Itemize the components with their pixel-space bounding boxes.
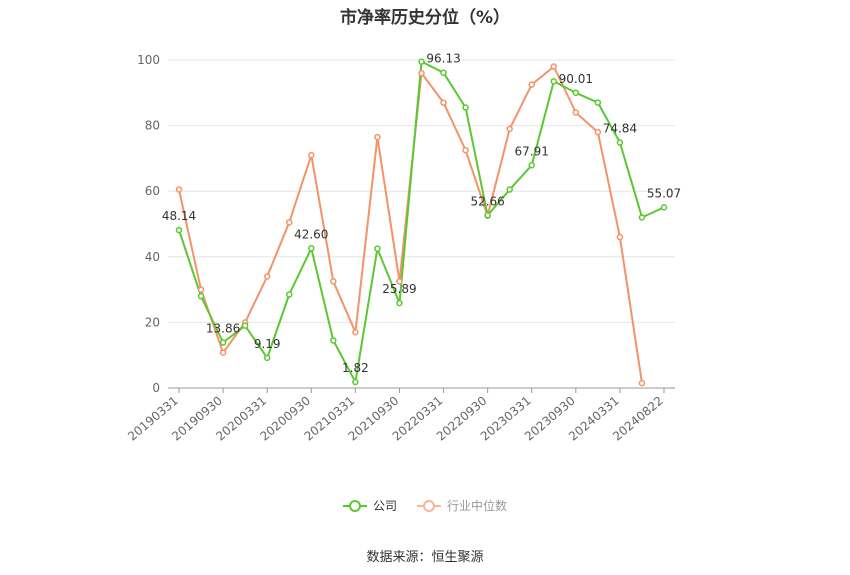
legend-industry-label: 行业中位数 bbox=[447, 499, 508, 513]
company-data-point bbox=[285, 291, 293, 298]
company-series-line bbox=[178, 60, 665, 383]
data-label: 9.19 bbox=[254, 337, 281, 351]
data-label: 48.14 bbox=[162, 209, 196, 223]
data-label: 55.07 bbox=[647, 186, 681, 200]
company-data-point bbox=[263, 354, 271, 362]
company-data-point bbox=[197, 292, 205, 300]
y-axis-ticks: 0 20 40 60 80 100 bbox=[137, 53, 160, 395]
industry-data-point bbox=[418, 69, 425, 77]
data-label: 90.01 bbox=[559, 72, 593, 86]
legend-item-company[interactable]: 公司 bbox=[342, 497, 397, 514]
industry-data-point bbox=[308, 151, 315, 159]
data-labels: 48.14 13.86 9.19 42.60 1.82 25.89 96.13 52.66 67… bbox=[162, 52, 681, 375]
company-data-point bbox=[219, 339, 227, 346]
industry-data-point bbox=[197, 286, 205, 293]
company-data-point bbox=[484, 212, 491, 219]
data-label: 13.86 bbox=[206, 322, 240, 336]
y-tick-label: 100 bbox=[137, 53, 160, 67]
company-data-point bbox=[352, 378, 359, 386]
legend-item-industry[interactable]: 行业中位数 bbox=[417, 497, 507, 514]
y-tick-label: 80 bbox=[145, 119, 160, 133]
company-data-point bbox=[374, 245, 381, 252]
industry-data-point bbox=[285, 219, 293, 226]
company-data-point bbox=[528, 162, 535, 169]
y-tick-label: 0 bbox=[152, 381, 160, 395]
company-data-point bbox=[175, 226, 183, 234]
company-data-point bbox=[308, 245, 315, 252]
industry-data-point bbox=[616, 233, 624, 241]
data-label: 67.91 bbox=[515, 144, 549, 158]
industry-data-point bbox=[462, 146, 469, 154]
company-data-point bbox=[241, 322, 249, 329]
data-label: 1.82 bbox=[342, 361, 369, 375]
company-data-point bbox=[440, 69, 447, 76]
company-data-point bbox=[616, 139, 624, 146]
industry-data-point bbox=[330, 278, 337, 285]
company-data-point bbox=[330, 337, 337, 344]
series-points bbox=[175, 58, 668, 387]
company-data-point bbox=[396, 299, 403, 307]
data-source-note: 数据来源：恒生聚源 bbox=[366, 550, 484, 565]
industry-data-point bbox=[572, 109, 580, 116]
data-label: 52.66 bbox=[470, 194, 504, 208]
grid-lines bbox=[168, 59, 675, 323]
data-label: 74.84 bbox=[603, 122, 637, 136]
company-data-point bbox=[594, 99, 602, 106]
industry-data-point bbox=[550, 63, 558, 70]
company-data-point bbox=[638, 214, 646, 221]
chart-title: 市净率历史分位（%） bbox=[339, 8, 511, 28]
industry-data-point bbox=[440, 99, 447, 106]
industry-data-point bbox=[528, 81, 535, 88]
series-lines bbox=[178, 60, 665, 384]
y-tick-label: 40 bbox=[145, 250, 160, 264]
industry-data-point bbox=[263, 273, 271, 280]
data-label: 96.13 bbox=[426, 52, 460, 66]
legend-industry-marker-icon bbox=[417, 499, 441, 513]
industry-data-point bbox=[219, 349, 227, 356]
legend-company-label: 公司 bbox=[372, 499, 397, 513]
industry-data-point bbox=[396, 278, 403, 285]
y-tick-label: 60 bbox=[145, 184, 160, 198]
company-data-point bbox=[418, 58, 425, 65]
industry-data-point bbox=[175, 186, 183, 193]
company-data-point bbox=[462, 104, 469, 111]
company-data-point bbox=[660, 204, 668, 211]
legend: 公司 行业中位数 bbox=[0, 497, 850, 514]
industry-data-point bbox=[638, 379, 646, 387]
company-data-point bbox=[506, 186, 513, 193]
industry-series-line bbox=[178, 65, 643, 384]
data-label: 42.60 bbox=[294, 227, 328, 241]
x-axis: 2019033120190930202003312020093020210331… bbox=[125, 387, 675, 444]
y-tick-label: 20 bbox=[145, 315, 160, 329]
data-label: 25.89 bbox=[382, 282, 416, 296]
industry-data-point bbox=[594, 128, 602, 136]
legend-company-marker-icon bbox=[342, 499, 367, 513]
industry-data-point bbox=[352, 328, 359, 336]
company-data-point bbox=[572, 89, 580, 97]
industry-data-point bbox=[374, 133, 381, 141]
company-data-point bbox=[550, 78, 558, 85]
industry-data-point bbox=[506, 125, 513, 133]
